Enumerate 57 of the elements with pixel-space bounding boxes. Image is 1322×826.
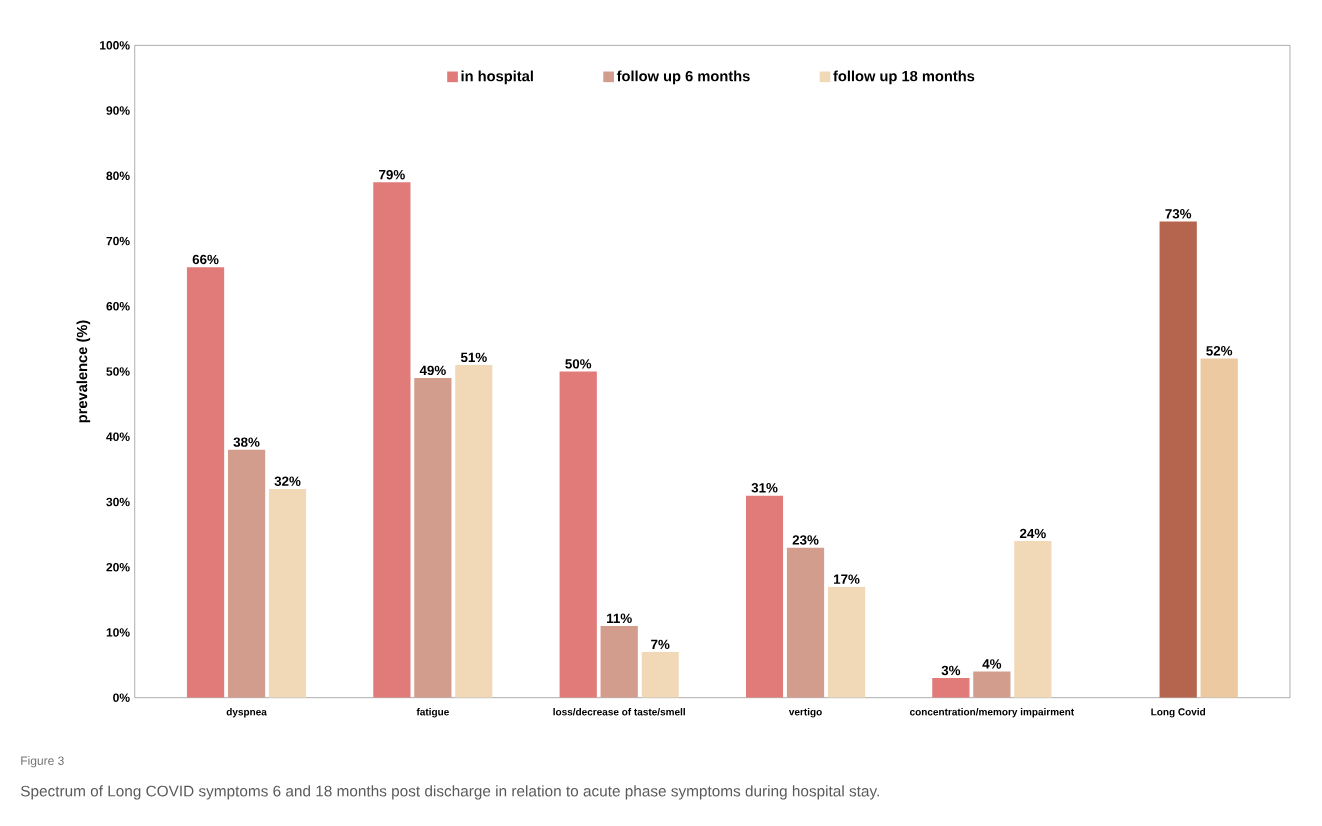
x-tick-label: Long Covid <box>1151 708 1206 718</box>
data-label: 49% <box>419 365 446 376</box>
bar <box>600 626 638 698</box>
y-tick-label: 40% <box>106 432 130 442</box>
x-tick-label: dyspnea <box>226 708 267 718</box>
data-label: 79% <box>379 170 405 180</box>
data-label: 7% <box>651 639 670 650</box>
text: Spectrum of Long COVID symptoms 6 and 18 months post discharge in relation to acute phase symptoms during hospital stay. <box>20 785 879 800</box>
data-label: 32% <box>274 476 301 487</box>
y-tick-label: 50% <box>106 367 130 376</box>
y-axis-title: prevalence (%) <box>76 320 91 423</box>
bar <box>186 267 225 698</box>
bar <box>641 652 679 698</box>
y-tick-label: 70% <box>106 236 130 246</box>
y-tick-label: 10% <box>106 628 130 637</box>
legend-label: follow up 18 months <box>833 70 975 85</box>
bar <box>559 371 597 698</box>
bar <box>745 495 784 698</box>
data-label: 17% <box>834 574 860 584</box>
data-label: 66% <box>192 254 219 265</box>
y-tick-label: 100% <box>100 41 130 50</box>
y-tick-label: 80% <box>106 171 130 181</box>
bar <box>268 489 307 698</box>
bar <box>973 671 1011 698</box>
bar <box>827 586 866 698</box>
data-label: 73% <box>1165 209 1192 219</box>
data-label: 50% <box>565 359 592 369</box>
x-tick-label: vertigo <box>788 708 822 718</box>
data-label: 4% <box>982 659 1002 669</box>
bar <box>455 365 493 698</box>
data-label: 38% <box>233 437 260 447</box>
data-label: 23% <box>792 535 819 545</box>
bar <box>373 182 411 698</box>
bar <box>227 449 266 698</box>
data-label: 11% <box>607 613 632 624</box>
data-label: 24% <box>1019 528 1046 539</box>
data-label: 51% <box>460 352 487 363</box>
y-tick-label: 30% <box>106 497 130 507</box>
bar <box>786 547 825 698</box>
y-tick-label: 20% <box>106 563 130 572</box>
y-tick-label: 60% <box>106 302 130 311</box>
data-label: 52% <box>1206 346 1233 356</box>
bar <box>414 378 452 698</box>
x-tick-label: loss/decrease of taste/smell <box>553 708 685 716</box>
bar <box>1159 221 1197 698</box>
x-tick-label: fatigue <box>416 708 449 718</box>
data-label: 31% <box>751 483 778 493</box>
x-tick-label: concentration/memory impairment <box>909 708 1074 718</box>
legend-label: follow up 6 months <box>616 70 750 85</box>
data-label: 3% <box>941 665 961 676</box>
caption: Figure 3 <box>21 756 64 768</box>
bar <box>1200 358 1238 698</box>
bar <box>1014 541 1052 698</box>
legend-label: in hospital <box>461 70 533 85</box>
bar <box>932 678 970 698</box>
y-tick-label: 90% <box>106 106 130 115</box>
y-tick-label: 0% <box>113 693 130 703</box>
